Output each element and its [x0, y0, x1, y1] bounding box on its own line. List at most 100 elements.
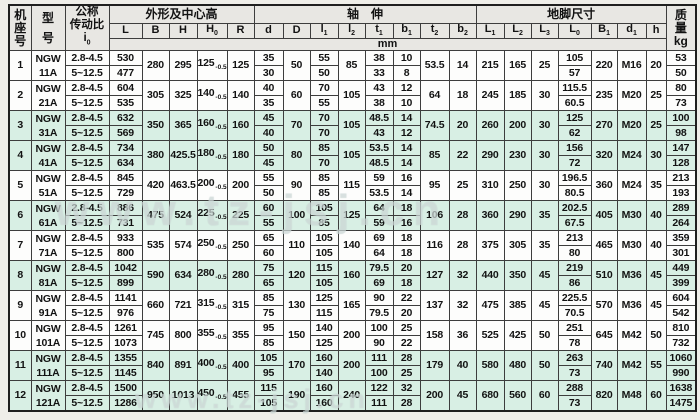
dim-H0: 355-0.5 [196, 320, 228, 352]
ratio-upper: 2.8-4.5 [64, 200, 110, 217]
mass-upper: 359 [665, 230, 697, 247]
foot-L3: 30 [530, 140, 559, 172]
table-row: 10 NGW 101A 2.8-4.5 1261 745 800 355-0.5 355 95 15… [8, 320, 697, 352]
shaft-t1-upper: 53.5 [364, 140, 394, 157]
foot-h: 40 [645, 230, 667, 262]
shaft-b2: 45 [448, 380, 477, 412]
col-header-H: H [168, 23, 198, 39]
dim-L-lower: 800 [108, 245, 143, 262]
shaft-D: 100 [282, 200, 311, 232]
model-suffix: 71A [38, 246, 58, 259]
col-header-B: B [141, 23, 170, 39]
foot-L3: 25 [530, 50, 559, 82]
shaft-b2: 32 [448, 290, 477, 322]
model-prefix: NGW [35, 352, 61, 365]
model-suffix: 81A [38, 276, 58, 289]
shaft-l1-upper: 115 [309, 260, 339, 277]
shaft-t1-upper: 48.5 [364, 110, 394, 127]
shaft-b2: 28 [448, 230, 477, 262]
shaft-b2: 28 [448, 200, 477, 232]
model-cell: NGW 71A [30, 230, 66, 262]
dim-L-lower: 731 [108, 215, 143, 232]
foot-B1: 405 [590, 200, 618, 232]
dim-B: 535 [141, 230, 170, 262]
foot-L0-upper: 288 [557, 380, 592, 397]
foot-L2: 385 [503, 290, 532, 322]
dim-H: 365 [168, 110, 198, 142]
foot-L0-lower: 80 [557, 245, 592, 262]
shaft-b1-lower: 28 [392, 395, 421, 412]
shaft-d-upper: 75 [253, 260, 284, 277]
table-row: 5~12.5 1286 105 160 111 28 73 1475 [9, 395, 697, 412]
foot-L2: 305 [503, 230, 532, 262]
shaft-b1-lower: 16 [392, 215, 421, 232]
unit-label: mm [108, 37, 667, 52]
mass-upper: 449 [665, 260, 697, 277]
foot-L0-lower: 72 [557, 155, 592, 172]
shaft-t1-upper: 43 [364, 80, 394, 97]
frame-no: 9 [8, 290, 32, 322]
shaft-t1-lower: 69 [364, 275, 394, 292]
shaft-t1-upper: 79.5 [364, 260, 394, 277]
dim-R: 125 [226, 50, 255, 82]
foot-L1: 440 [475, 260, 505, 292]
shaft-d-upper: 85 [253, 290, 284, 307]
foot-h: 55 [645, 350, 667, 382]
shaft-b2: 22 [448, 140, 477, 172]
shaft-l2: 140 [337, 230, 366, 262]
shaft-l2: 105 [337, 140, 366, 172]
foot-B1: 465 [590, 230, 618, 262]
mass-upper: 604 [665, 290, 697, 307]
header-text: 号 [41, 31, 54, 46]
shaft-l1-upper: 160 [309, 350, 339, 367]
shaft-t1-lower: 100 [364, 365, 394, 382]
group-shaft-header: 轴 伸 [253, 4, 477, 24]
model-prefix: NGW [35, 262, 61, 275]
shaft-b2: 18 [448, 80, 477, 112]
shaft-t1-upper: 100 [364, 320, 394, 337]
model-prefix: NGW [35, 52, 61, 65]
dim-H0: 280-0.5 [196, 260, 228, 292]
shaft-D: 170 [282, 350, 311, 382]
foot-L1: 215 [475, 50, 505, 82]
model-suffix: 11A [38, 66, 58, 79]
shaft-d-upper: 55 [253, 170, 284, 187]
foot-L2: 560 [503, 380, 532, 412]
frame-no: 5 [8, 170, 32, 202]
dim-B: 280 [141, 50, 170, 82]
dim-L-upper: 1141 [108, 290, 143, 307]
foot-d1: M20 [616, 110, 647, 142]
model-prefix: NGW [35, 232, 61, 245]
shaft-l1-lower: 85 [309, 215, 339, 232]
mass-upper: 53 [665, 50, 697, 67]
ratio-upper: 2.8-4.5 [64, 50, 110, 67]
shaft-b1-upper: 32 [392, 380, 421, 397]
shaft-t1-lower: 111 [364, 395, 394, 412]
shaft-t1-upper: 59 [364, 170, 394, 187]
foot-L2: 350 [503, 260, 532, 292]
table-row: 6 NGW 61A 2.8-4.5 886 475 524 225-0.5 225 60 100 10… [8, 200, 697, 232]
shaft-t1-upper: 122 [364, 380, 394, 397]
model-cell: NGW 21A [30, 80, 66, 112]
foot-L0-upper: 263 [557, 350, 592, 367]
foot-d1: M20 [616, 80, 647, 112]
model-cell: NGW 111A [30, 350, 66, 382]
foot-L3: 30 [530, 80, 559, 112]
dim-H0: 140-0.5 [196, 80, 228, 112]
shaft-l2: 200 [337, 350, 366, 382]
frame-no: 4 [8, 140, 32, 172]
frame-no: 7 [8, 230, 32, 262]
shaft-l1-upper: 140 [309, 320, 339, 337]
shaft-b1-upper: 25 [392, 320, 421, 337]
dim-B: 590 [141, 260, 170, 292]
foot-d1: M36 [616, 260, 647, 292]
dim-L-upper: 1042 [108, 260, 143, 277]
shaft-t1-upper: 90 [364, 290, 394, 307]
mass-lower: 990 [665, 365, 697, 382]
shaft-d-lower: 60 [253, 245, 284, 262]
table-row: 7 NGW 71A 2.8-4.5 933 535 574 250-0.5 250 65 110 10… [8, 230, 697, 262]
dim-H0: 180-0.5 [196, 140, 228, 172]
dim-B: 950 [141, 380, 170, 412]
shaft-t2: 116 [419, 230, 450, 262]
foot-L0-lower: 80.5 [557, 185, 592, 202]
